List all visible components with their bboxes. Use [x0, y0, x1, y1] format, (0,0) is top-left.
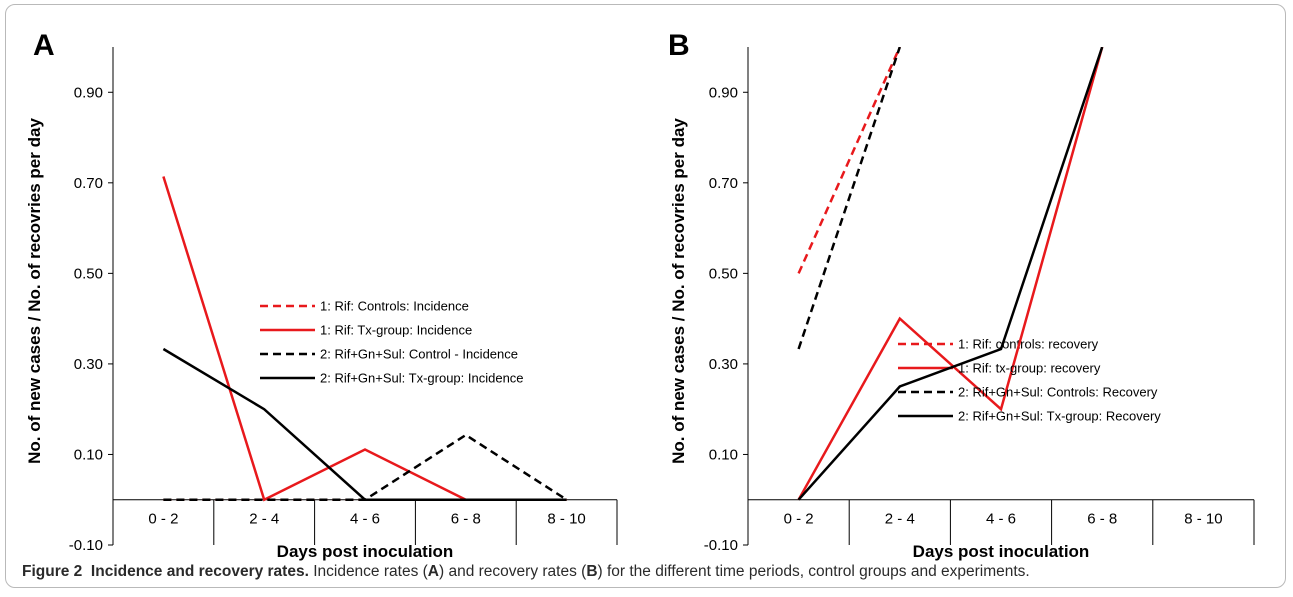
panel-b-x-tick-label: 2 - 4	[885, 511, 915, 528]
caption-title: Incidence and recovery rates.	[90, 563, 309, 580]
panel-b-y-tick-label: 0.70	[709, 175, 738, 192]
panel-a-series-line-2	[162, 176, 567, 502]
panel-a-legend-label-2: 1: Rif: Tx-group: Incidence	[320, 323, 472, 338]
figure-caption: Figure 2 Incidence and recovery rates. I…	[22, 563, 1287, 581]
panel-b-y-axis-label: No. of new cases / No. of recovries per …	[669, 118, 688, 464]
panel-a-label: A	[33, 29, 55, 62]
panel-b-x-tick-label: 0 - 2	[784, 511, 814, 528]
panel-a-y-tick-label: 0.70	[74, 175, 103, 192]
panel-a-x-tick-label: 4 - 6	[350, 511, 380, 528]
panel-b-x-tick-label: 8 - 10	[1184, 511, 1222, 528]
panel-b-series-line-1	[797, 47, 901, 274]
panel-b-x-axis-label: Days post inoculation	[913, 542, 1090, 561]
panel-b-series-line-4	[797, 47, 1104, 501]
panel-b-series-line-3	[797, 47, 901, 350]
panel-a-x-tick-label: 2 - 4	[249, 511, 279, 528]
panel-b-legend-label-3: 2: Rif+Gn+Sul: Controls: Recovery	[958, 385, 1158, 400]
panel-b-y-tick-label: 0.90	[709, 84, 738, 101]
panel-a-y-tick-label: 0.50	[74, 265, 103, 282]
panel-a-legend-label-3: 2: Rif+Gn+Sul: Control - Incidence	[320, 347, 518, 362]
panel-b-legend-label-1: 1: Rif: controls: recovery	[958, 337, 1099, 352]
panel-a-x-tick-label: 8 - 10	[547, 511, 585, 528]
panel-b-y-tick-label: -0.10	[704, 537, 738, 554]
panel-b-x-tick-label: 6 - 8	[1087, 511, 1117, 528]
panel-a-y-tick-label: 0.10	[74, 446, 103, 463]
caption-text-2: ) and recovery rates (	[439, 563, 587, 580]
panel-a-y-tick-label: -0.10	[69, 537, 103, 554]
panel-a: A -0.10 0.10 0.30 0.50 0.70 0.90 0 - 2 2 - 4 4 -…	[25, 29, 618, 561]
panel-a-x-tick-label: 0 - 2	[148, 511, 178, 528]
panel-b: B -0.10 0.10 0.30 0.50 0.70 0.90 0 - 2 2 - 4 4 -…	[668, 29, 1255, 561]
panel-b-label: B	[668, 29, 690, 62]
panel-a-series-line-4	[162, 347, 567, 501]
panel-a-y-tick-label: 0.90	[74, 84, 103, 101]
caption-ref-b: B	[586, 563, 598, 580]
panel-a-y-axis-label: No. of new cases / No. of recovries per …	[25, 118, 44, 464]
caption-text-1: Incidence rates (	[308, 563, 428, 580]
panel-a-x-axis-label: Days post inoculation	[277, 542, 454, 561]
caption-ref-a: A	[427, 563, 439, 580]
panel-b-y-tick-label: 0.50	[709, 265, 738, 282]
panel-a-y-tick-label: 0.30	[74, 356, 103, 373]
panel-a-series-line-3	[163, 433, 568, 501]
panel-b-y-tick-label: 0.30	[709, 356, 738, 373]
caption-figure-label: Figure 2	[22, 563, 83, 580]
panel-b-x-tick-label: 4 - 6	[986, 511, 1016, 528]
panel-a-legend-label-1: 1: Rif: Controls: Incidence	[320, 299, 469, 314]
caption-text-3: ) for the different time periods, contro…	[597, 563, 1030, 580]
panel-a-legend-label-4: 2: Rif+Gn+Sul: Tx-group: Incidence	[320, 371, 524, 386]
figure-frame	[5, 4, 1286, 588]
panel-b-y-tick-label: 0.10	[709, 446, 738, 463]
panel-b-legend-label-2: 1: Rif: tx-group: recovery	[958, 361, 1101, 376]
panel-a-x-tick-label: 6 - 8	[451, 511, 481, 528]
panel-b-series-line-2	[797, 47, 1104, 501]
panel-b-legend-label-4: 2: Rif+Gn+Sul: Tx-group: Recovery	[958, 409, 1161, 424]
